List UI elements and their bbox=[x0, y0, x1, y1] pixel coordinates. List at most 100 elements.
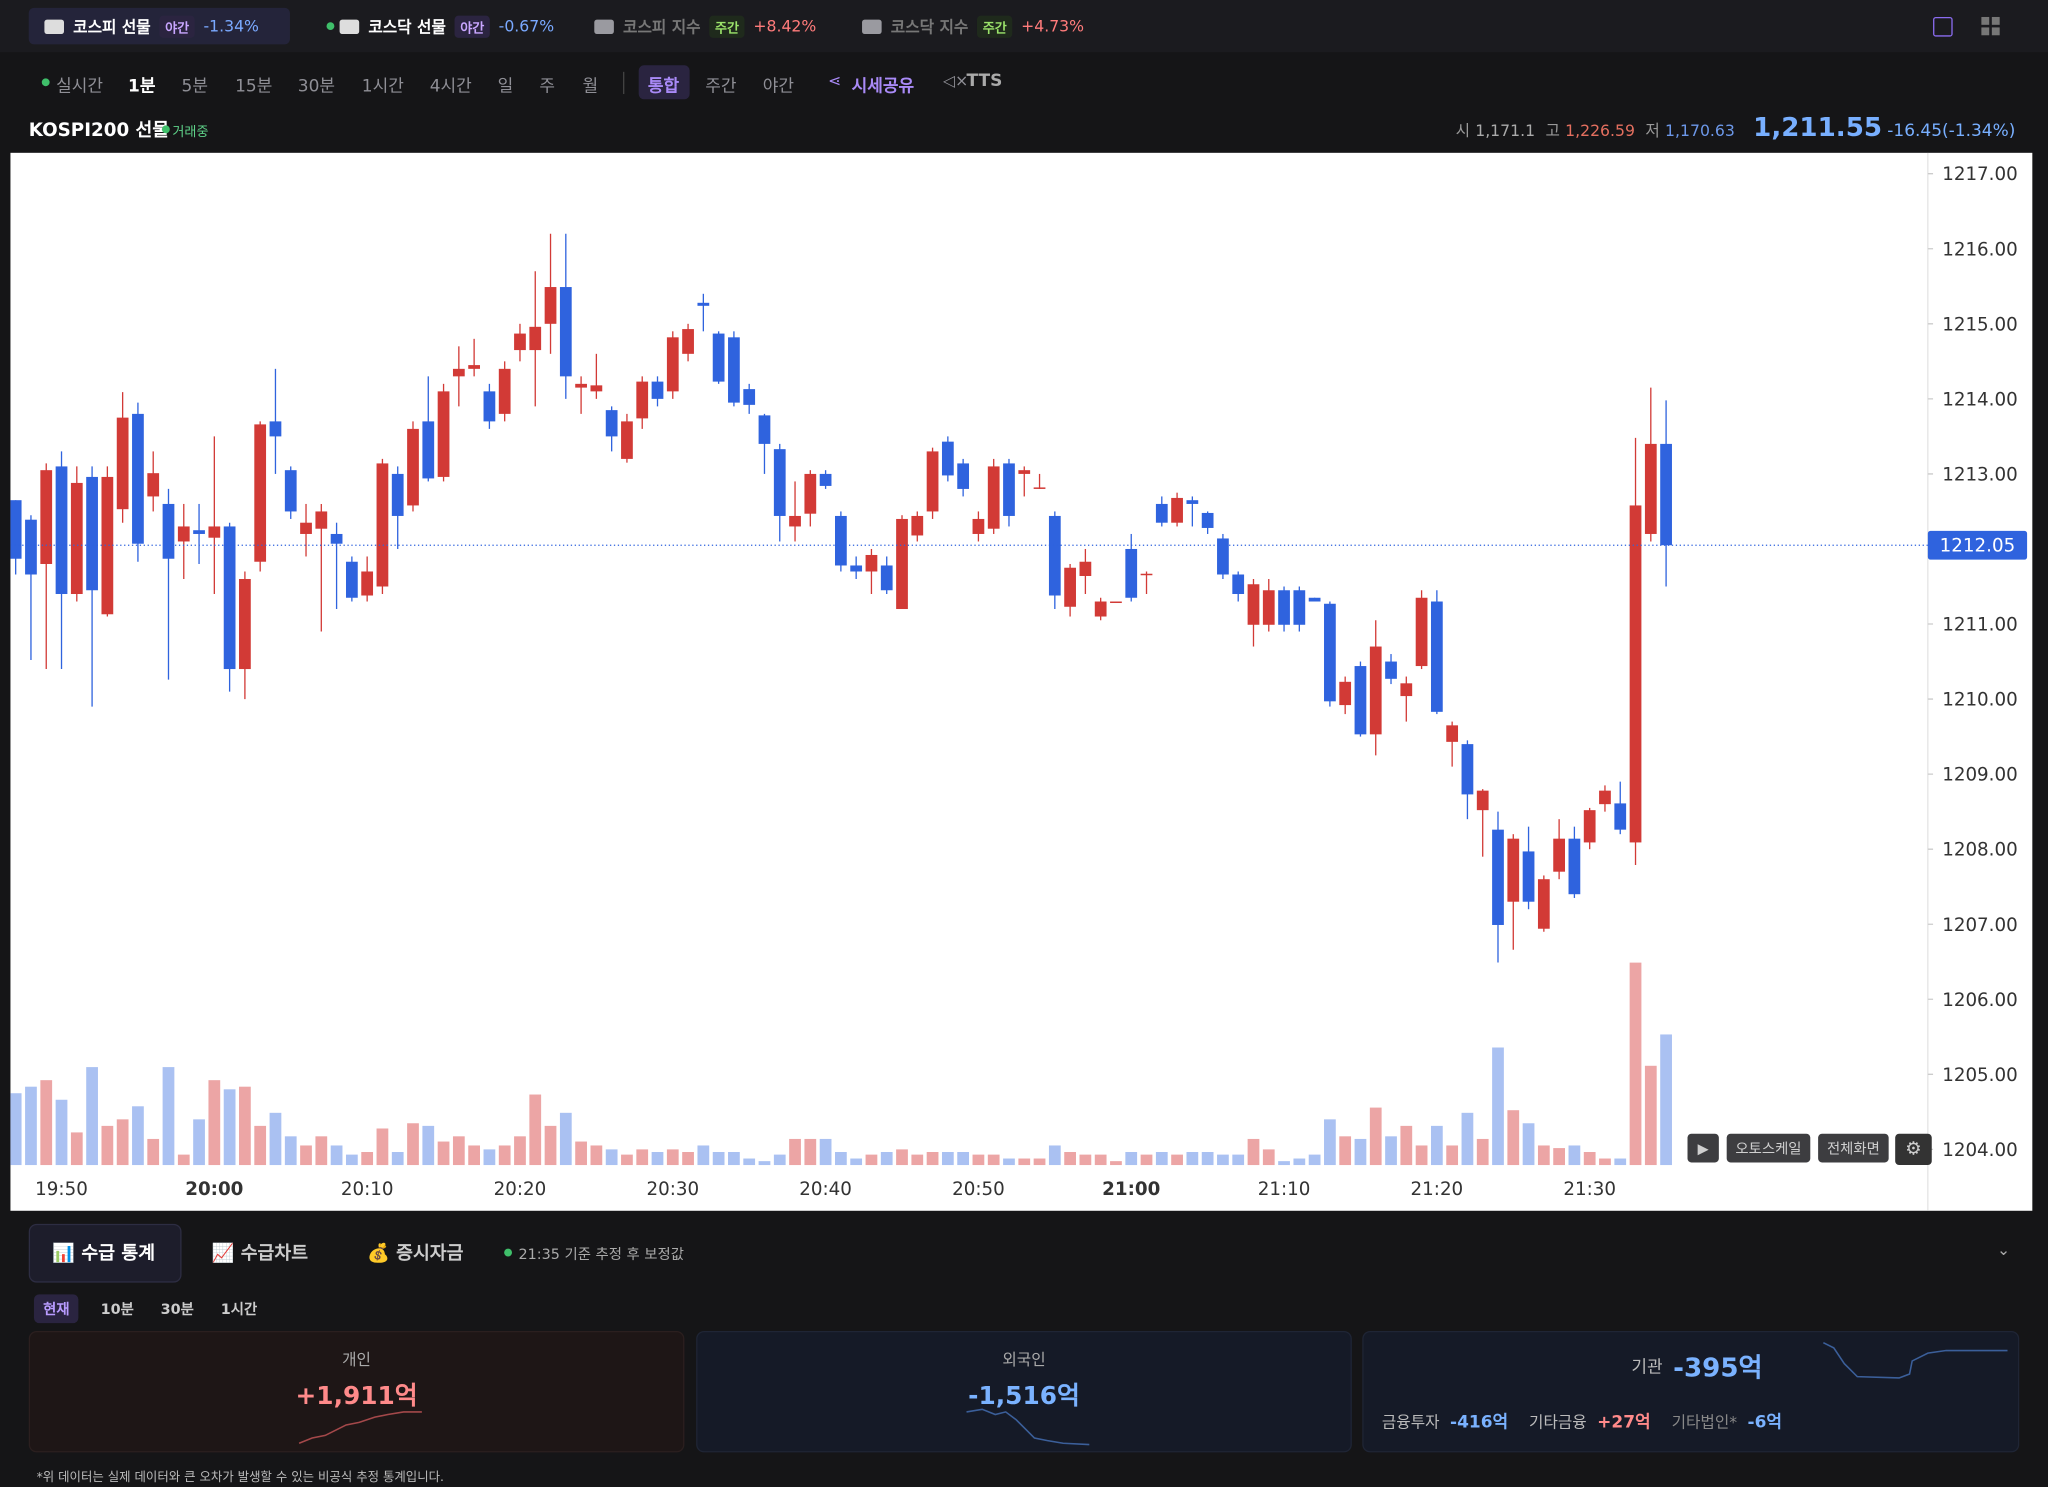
volume-bar bbox=[391, 1151, 404, 1166]
volume-bar bbox=[1048, 1145, 1061, 1166]
period-button[interactable]: 1시간 bbox=[220, 1300, 258, 1318]
interval-button[interactable]: 4시간 bbox=[429, 77, 472, 97]
interval-button[interactable]: 30분 bbox=[297, 77, 336, 97]
grid-view-icon[interactable] bbox=[1981, 16, 2000, 36]
interval-button[interactable]: 15분 bbox=[235, 77, 273, 97]
status: 거래중 bbox=[172, 125, 209, 140]
interval-button[interactable]: 주 bbox=[539, 77, 556, 97]
volume-bar bbox=[1476, 1138, 1489, 1166]
volume-bar bbox=[40, 1080, 53, 1166]
chart-area[interactable]: 1204.00 1205.00 1206.00 1207.00 1208.00 1209.… bbox=[9, 152, 2033, 1211]
ticker[interactable]: 코스피 지수 주간 +8.42% bbox=[594, 14, 816, 38]
candle-body bbox=[865, 554, 878, 572]
volume-bar bbox=[957, 1151, 970, 1166]
candle-body bbox=[345, 561, 358, 598]
candle-body bbox=[1293, 590, 1306, 625]
volume-bar bbox=[590, 1145, 603, 1166]
candle-body bbox=[926, 451, 939, 512]
ticker-name: 코스피 지수 bbox=[623, 17, 701, 36]
candle-body bbox=[55, 466, 68, 595]
candle-body bbox=[1354, 666, 1367, 735]
candle-body bbox=[1079, 561, 1092, 576]
ticker-name: 코스닥 지수 bbox=[890, 17, 969, 36]
autoscale-button[interactable]: 오토스케일 bbox=[1726, 1133, 1811, 1163]
panel-tab[interactable]: 💰 증시자금 bbox=[367, 1243, 464, 1265]
candle-body bbox=[407, 428, 419, 506]
volume-bar bbox=[1308, 1154, 1321, 1166]
panel-tab[interactable]: 📈 수급차트 bbox=[211, 1243, 309, 1265]
volume-bar bbox=[284, 1136, 297, 1166]
candle-body bbox=[1278, 590, 1290, 625]
interval-button[interactable]: 월 bbox=[582, 77, 599, 97]
x-tick-label: 20:10 bbox=[341, 1179, 394, 1200]
candle-body bbox=[1644, 443, 1657, 534]
fullscreen-button[interactable]: 전체화면 bbox=[1818, 1133, 1889, 1163]
volume-bar bbox=[101, 1125, 114, 1166]
candle-body bbox=[147, 473, 160, 497]
candle-body bbox=[483, 391, 496, 422]
candle-body bbox=[239, 578, 251, 670]
volume-bar bbox=[345, 1154, 358, 1166]
ticker-change: -1.34% bbox=[203, 16, 259, 36]
candle-body bbox=[850, 565, 863, 572]
item-value: +27억 bbox=[1597, 1413, 1651, 1433]
x-tick-label: 21:30 bbox=[1563, 1179, 1616, 1200]
session-button[interactable]: 야간 bbox=[762, 77, 795, 97]
period-button[interactable]: 10분 bbox=[100, 1300, 134, 1318]
volume-bar bbox=[1415, 1145, 1428, 1166]
volume-bar bbox=[529, 1094, 542, 1166]
play-button[interactable]: ▶ bbox=[1687, 1133, 1719, 1163]
x-tick-label: 20:40 bbox=[799, 1179, 852, 1200]
candle-body bbox=[391, 473, 404, 516]
volume-bar bbox=[1354, 1138, 1367, 1166]
session-button[interactable]: 통합 bbox=[647, 77, 680, 97]
ticker[interactable]: 코스닥 지수 주간 +4.73% bbox=[862, 14, 1084, 38]
candle-body bbox=[1171, 497, 1183, 523]
candle-body bbox=[1446, 725, 1459, 742]
interval-button[interactable]: 1분 bbox=[127, 77, 156, 97]
candle-body bbox=[376, 463, 389, 587]
ticker[interactable]: 코스닥 선물 야간 -0.67% bbox=[326, 14, 554, 38]
volume-bar bbox=[193, 1119, 205, 1166]
candle-body bbox=[987, 466, 1000, 529]
realtime-button[interactable]: 실시간 bbox=[56, 77, 104, 97]
candle-body bbox=[116, 417, 129, 510]
item-label: 금융투자 bbox=[1381, 1413, 1440, 1432]
interval-button[interactable]: 1시간 bbox=[361, 77, 404, 97]
volume-bar bbox=[987, 1154, 1000, 1166]
period-button[interactable]: 현재 bbox=[33, 1294, 79, 1324]
volume-bar bbox=[1537, 1145, 1550, 1166]
volume-bar bbox=[605, 1149, 618, 1166]
interval-button[interactable]: 일 bbox=[497, 77, 514, 97]
volume-bar bbox=[70, 1132, 83, 1166]
card-institution: 기관 -395억 금융투자 -416억 기타금융 +27억 기타법인* -6억 bbox=[1362, 1330, 2020, 1453]
candle-body bbox=[1003, 463, 1015, 516]
candle-body bbox=[1415, 597, 1428, 667]
single-view-icon[interactable] bbox=[1933, 16, 1953, 37]
collapse-button[interactable]: ⌄ bbox=[1997, 1240, 2011, 1260]
candle-body bbox=[1110, 601, 1122, 604]
ticker[interactable]: 코스피 선물 야간 -1.34% bbox=[44, 14, 259, 38]
quote-stats: 시 1,171.1 고 1,226.59 저 1,170.63 1,211.55… bbox=[1456, 111, 2016, 142]
tts-button[interactable]: TTS bbox=[966, 71, 1003, 92]
x-tick-label: 20:50 bbox=[952, 1179, 1005, 1200]
candle-body bbox=[712, 333, 725, 382]
share-button[interactable]: 시세공유 bbox=[851, 77, 915, 97]
candle-body bbox=[559, 287, 572, 377]
candle-body bbox=[514, 333, 526, 351]
volume-bar bbox=[330, 1145, 343, 1166]
y-tick-label: 1206.00 bbox=[1942, 990, 2018, 1011]
candle-body bbox=[208, 526, 221, 538]
candle-body bbox=[529, 326, 542, 351]
session-button[interactable]: 주간 bbox=[705, 77, 737, 97]
interval-button[interactable]: 5분 bbox=[181, 77, 208, 97]
volume-bar bbox=[1644, 1065, 1657, 1166]
volume-bar bbox=[1079, 1154, 1092, 1166]
x-tick-label: 20:30 bbox=[646, 1179, 699, 1200]
volume-bar bbox=[86, 1067, 98, 1166]
panel-tab[interactable]: 📊 수급 통계 bbox=[52, 1243, 156, 1265]
settings-button[interactable]: ⚙ bbox=[1895, 1133, 1932, 1166]
candle-body bbox=[1018, 470, 1031, 474]
period-button[interactable]: 30분 bbox=[160, 1300, 194, 1318]
